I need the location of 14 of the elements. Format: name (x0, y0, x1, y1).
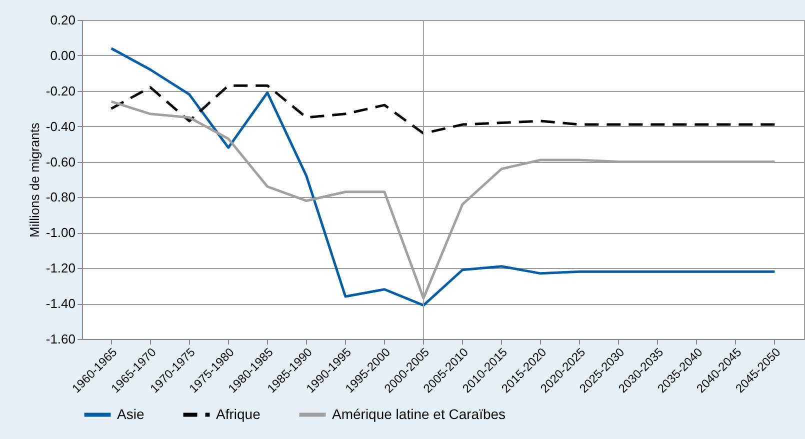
legend-label: Amérique latine et Caraïbes (332, 406, 506, 422)
y-tick-label: -1.20 (46, 260, 76, 276)
y-tick-label: 0.00 (50, 48, 76, 63)
y-tick-label: -1.00 (46, 225, 76, 240)
y-tick-label: -0.20 (46, 83, 76, 98)
y-axis-title: Millions de migrants (26, 122, 42, 238)
y-tick-label: -1.60 (46, 332, 76, 346)
y-tick-label: -0.80 (46, 190, 76, 205)
y-tick-label: -0.40 (46, 118, 76, 134)
legend-label: Asie (117, 406, 144, 422)
legend-label: Afrique (216, 406, 261, 422)
y-tick-label: -0.60 (46, 154, 76, 170)
y-tick-label: 0.20 (50, 12, 76, 28)
y-tick-label: -1.40 (46, 296, 76, 312)
